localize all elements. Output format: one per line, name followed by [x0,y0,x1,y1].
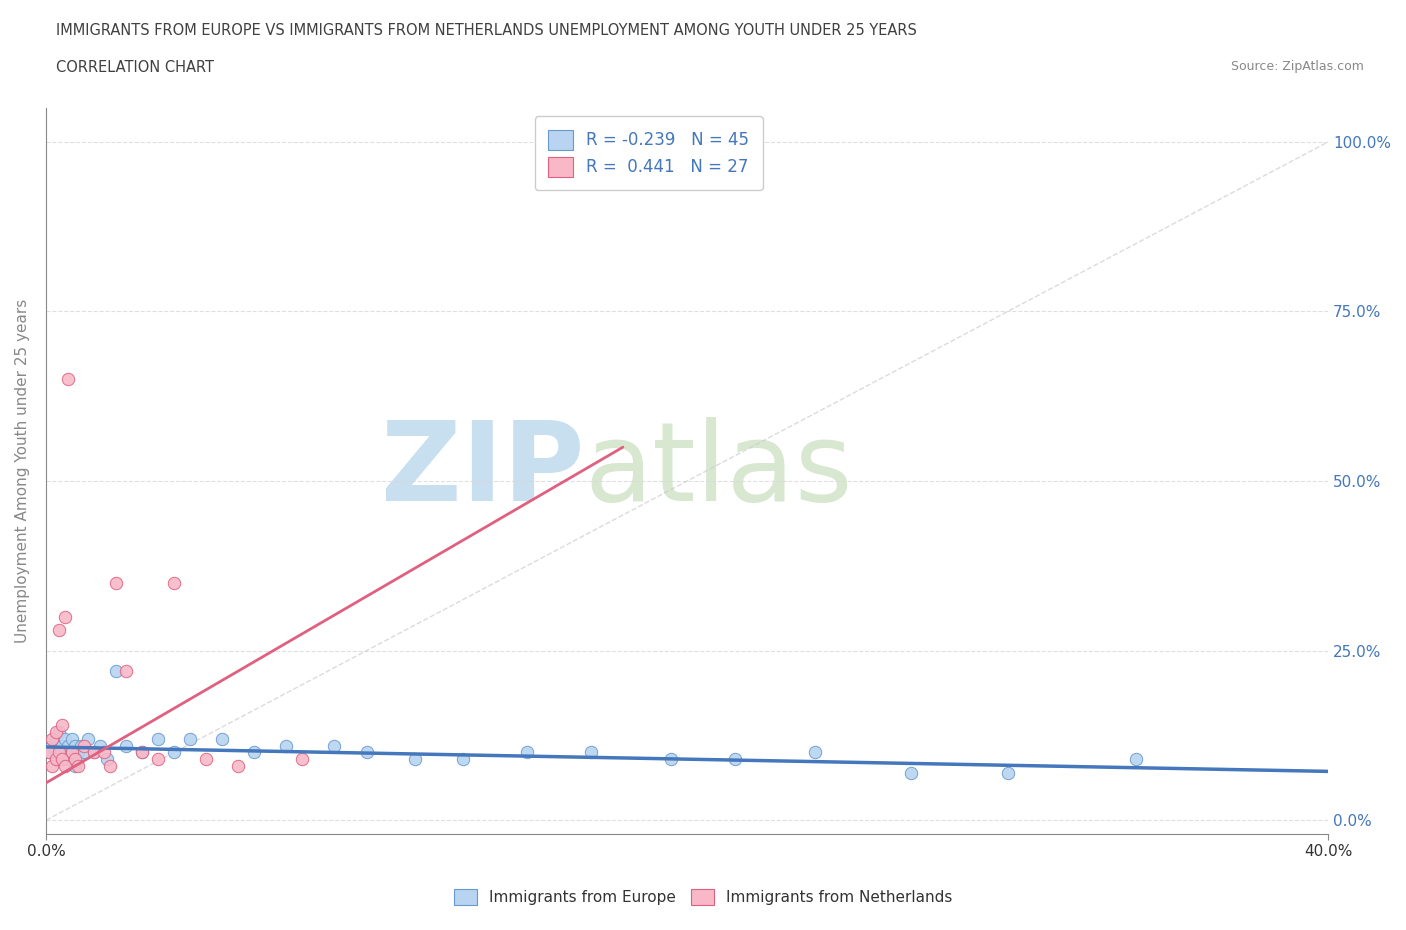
Point [89,738,111,753]
Text: atlas: atlas [585,418,853,525]
Point [51,751,73,766]
Point [724,751,747,766]
Point [93,745,115,760]
Point [45,731,67,746]
Legend: R = -0.239   N = 45, R =  0.441   N = 27: R = -0.239 N = 45, R = 0.441 N = 27 [534,116,762,191]
Point [76,731,98,746]
Point [45,751,67,766]
Text: Source: ZipAtlas.com: Source: ZipAtlas.com [1230,60,1364,73]
Point [41,738,63,753]
Point [38,745,60,760]
Point [48,745,70,760]
Point [53,609,76,624]
Point [115,663,138,678]
Point [243,745,266,760]
Point [45,724,67,739]
Point [53,759,76,774]
Point [404,751,426,766]
Point [73,738,96,753]
Point [48,724,70,739]
Text: CORRELATION CHART: CORRELATION CHART [56,60,214,75]
Point [38,745,60,760]
Point [66,751,89,766]
Point [276,738,298,753]
Point [997,765,1019,780]
Point [146,731,169,746]
Point [51,751,73,766]
Point [63,751,86,766]
Point [98,759,121,774]
Text: IMMIGRANTS FROM EUROPE VS IMMIGRANTS FROM NETHERLANDS UNEMPLOYMENT AMONG YOUTH U: IMMIGRANTS FROM EUROPE VS IMMIGRANTS FRO… [56,23,917,38]
Point [66,759,89,774]
Point [900,765,922,780]
Point [115,738,138,753]
Point [63,738,86,753]
Point [226,759,249,774]
Point [105,576,128,591]
Point [60,731,83,746]
Point [60,745,83,760]
Point [105,663,128,678]
Legend: Immigrants from Europe, Immigrants from Netherlands: Immigrants from Europe, Immigrants from … [446,882,960,913]
Point [53,745,76,760]
Point [73,745,96,760]
Point [195,751,218,766]
Point [51,718,73,733]
Point [163,745,186,760]
Point [41,731,63,746]
Point [356,745,378,760]
Point [51,738,73,753]
Point [323,738,346,753]
Point [96,751,118,766]
Point [60,745,83,760]
Point [63,759,86,774]
Point [1125,751,1147,766]
Point [53,731,76,746]
Point [70,738,93,753]
Point [179,731,201,746]
Point [58,372,80,387]
Y-axis label: Unemployment Among Youth under 25 years: Unemployment Among Youth under 25 years [15,299,30,643]
Point [48,623,70,638]
Point [131,745,153,760]
Point [41,759,63,774]
Text: ZIP: ZIP [381,418,585,525]
Point [291,751,314,766]
Point [804,745,827,760]
Point [131,745,153,760]
Point [66,745,89,760]
Point [45,751,67,766]
Point [83,745,105,760]
Point [58,738,80,753]
Point [451,751,474,766]
Point [83,745,105,760]
Point [146,751,169,766]
Point [48,745,70,760]
Point [579,745,602,760]
Point [163,576,186,591]
Point [211,731,233,746]
Point [58,751,80,766]
Point [659,751,682,766]
Point [516,745,538,760]
